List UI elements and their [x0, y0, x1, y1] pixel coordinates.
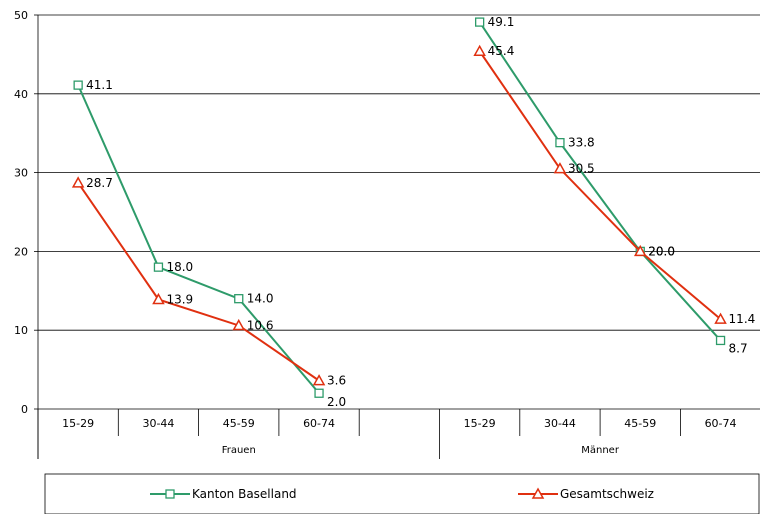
- data-label: 8.7: [729, 341, 748, 355]
- data-label: 49.1: [488, 15, 515, 29]
- x-tick-label: 15-29: [62, 417, 94, 430]
- data-point: [474, 17, 485, 27]
- y-tick-label: 40: [14, 88, 28, 101]
- y-tick-label: 50: [14, 9, 28, 22]
- data-point: [714, 312, 727, 324]
- legend-marker: [165, 489, 175, 499]
- x-group-label: Frauen: [222, 445, 256, 456]
- x-tick-label: 60-74: [303, 417, 335, 430]
- x-tick-label: 30-44: [142, 417, 174, 430]
- data-label: 41.1: [86, 78, 113, 92]
- data-point: [153, 262, 164, 272]
- legend-label: Kanton Baselland: [192, 487, 297, 501]
- data-label: 2.0: [327, 395, 346, 409]
- data-point: [553, 162, 567, 174]
- data-label: 3.6: [327, 374, 346, 388]
- data-label: 45.4: [488, 44, 515, 58]
- data-label: 11.4: [729, 312, 756, 326]
- data-point: [314, 388, 324, 398]
- data-label: 20.0: [648, 244, 675, 258]
- series-line: [478, 21, 722, 342]
- x-tick-label: 45-59: [223, 417, 255, 430]
- legend-label: Gesamtschweiz: [560, 487, 654, 501]
- data-point: [73, 80, 83, 90]
- data-label: 18.0: [166, 260, 193, 274]
- legend-marker: [531, 487, 545, 499]
- data-label: 20.0: [648, 244, 675, 258]
- series-line: [478, 50, 722, 320]
- data-label: 33.8: [568, 136, 595, 150]
- y-tick-label: 30: [14, 167, 28, 180]
- series-line: [77, 84, 320, 394]
- data-point: [312, 374, 326, 386]
- data-point: [633, 244, 647, 257]
- x-group-label: Männer: [581, 445, 620, 456]
- data-point: [555, 138, 565, 148]
- data-point: [715, 335, 726, 346]
- data-point: [232, 318, 246, 331]
- y-tick-label: 10: [14, 324, 28, 337]
- y-tick-label: 20: [14, 245, 28, 258]
- y-tick-label: 0: [21, 403, 28, 416]
- data-point: [234, 294, 244, 304]
- data-point: [71, 176, 85, 188]
- data-point: [473, 44, 486, 56]
- data-label: 30.5: [568, 162, 595, 176]
- data-label: 13.9: [166, 292, 193, 306]
- data-label: 14.0: [247, 292, 274, 306]
- x-tick-label: 30-44: [544, 417, 576, 430]
- data-label: 10.6: [247, 318, 274, 332]
- data-point: [152, 292, 165, 305]
- x-tick-label: 60-74: [705, 417, 737, 430]
- x-tick-label: 15-29: [464, 417, 496, 430]
- x-tick-label: 45-59: [624, 417, 656, 430]
- series-line: [77, 182, 320, 382]
- data-label: 28.7: [86, 176, 113, 190]
